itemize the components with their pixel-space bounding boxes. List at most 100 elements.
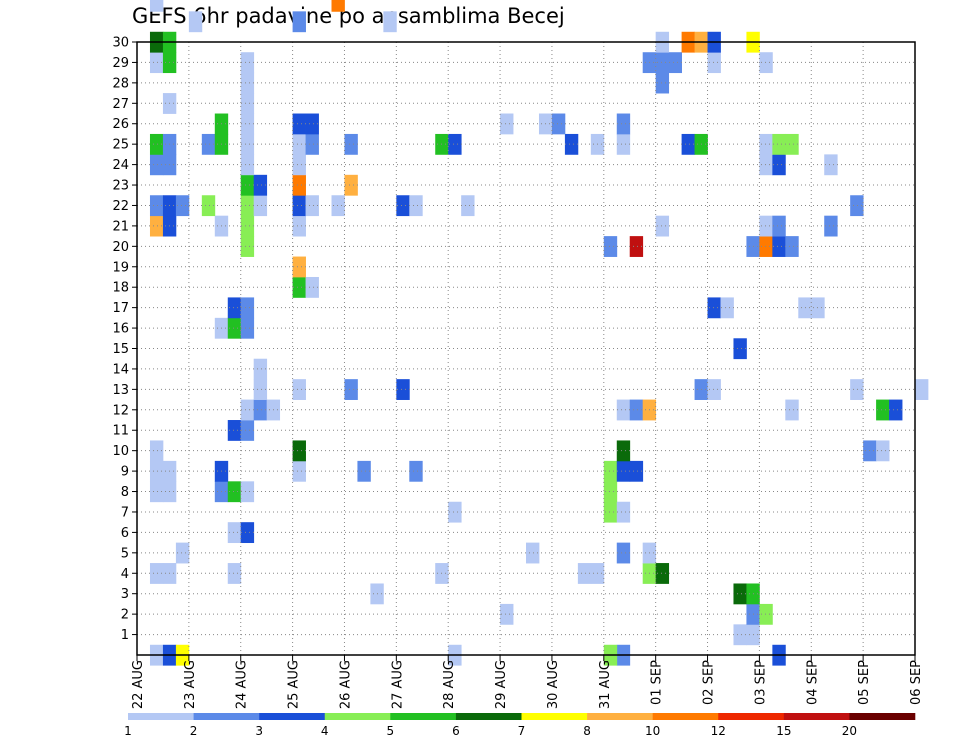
data-cell xyxy=(149,563,164,584)
data-cell xyxy=(227,420,242,441)
chart-title: GEFS 6hr padavine po ansamblima Becej xyxy=(132,4,565,28)
colorbar-label: 15 xyxy=(776,724,791,738)
colorbar-segment xyxy=(259,713,326,720)
data-cell xyxy=(564,133,579,155)
colorbar-segment xyxy=(849,713,916,720)
data-cell xyxy=(707,297,721,319)
colorbar-label: 3 xyxy=(255,724,263,738)
data-cell xyxy=(253,174,268,196)
data-cell xyxy=(292,215,306,237)
x-tick-label: 28 AUG xyxy=(442,660,457,709)
data-cell xyxy=(292,195,306,217)
data-cell xyxy=(253,399,268,421)
colorbar-label: 5 xyxy=(387,724,395,738)
x-tick-label: 01 SEP xyxy=(650,660,665,705)
data-cell xyxy=(292,174,306,196)
y-tick-label: 2 xyxy=(121,608,129,623)
data-cell xyxy=(240,72,255,94)
data-cell xyxy=(253,379,268,400)
data-cell xyxy=(448,133,462,155)
data-cell xyxy=(500,113,514,135)
data-cell xyxy=(305,195,319,217)
data-cell xyxy=(292,460,306,482)
data-cell xyxy=(292,113,306,135)
y-tick-label: 20 xyxy=(112,240,129,255)
data-cell xyxy=(850,379,864,400)
data-cell xyxy=(240,236,255,257)
data-cell xyxy=(240,297,255,319)
data-cell xyxy=(733,624,747,646)
data-cell xyxy=(149,133,164,155)
colorbar-label: 1 xyxy=(124,724,132,738)
data-cell xyxy=(733,583,747,605)
data-cell xyxy=(409,195,423,217)
colorbar-segment xyxy=(718,713,785,720)
data-cell xyxy=(305,113,319,135)
data-cell xyxy=(149,215,164,237)
data-cell xyxy=(201,195,216,217)
data-cell xyxy=(227,481,242,503)
data-cell xyxy=(551,113,566,135)
data-cell xyxy=(759,603,773,625)
data-cell xyxy=(357,460,371,482)
data-cell xyxy=(824,215,838,237)
data-cell xyxy=(577,563,592,584)
data-cell xyxy=(759,154,773,176)
data-cell xyxy=(240,113,255,135)
data-cell xyxy=(889,399,903,421)
y-tick-label: 12 xyxy=(112,403,129,418)
colorbar-segment xyxy=(128,713,194,720)
data-cell xyxy=(344,133,358,155)
data-cell xyxy=(707,52,721,74)
data-cell xyxy=(175,542,190,564)
x-tick-label: 05 SEP xyxy=(857,660,872,705)
data-cell xyxy=(240,174,255,196)
data-cell xyxy=(668,52,682,74)
data-cell xyxy=(772,154,786,176)
data-cell xyxy=(629,236,644,257)
data-cell xyxy=(331,0,345,12)
data-cell xyxy=(655,72,670,94)
data-cell xyxy=(772,133,786,155)
colorbar-label: 6 xyxy=(452,724,460,738)
colorbar-label: 8 xyxy=(583,724,591,738)
cells-layer xyxy=(149,0,929,666)
x-tick-label: 23 AUG xyxy=(183,660,198,709)
data-cell xyxy=(396,379,410,400)
colorbar-segment xyxy=(324,713,391,720)
data-cell xyxy=(461,195,475,217)
data-cell xyxy=(500,603,514,625)
data-cell xyxy=(240,93,255,114)
y-tick-label: 23 xyxy=(112,179,129,194)
y-tick-label: 28 xyxy=(112,76,129,91)
data-cell xyxy=(227,522,242,544)
data-cell xyxy=(149,481,164,503)
data-cell xyxy=(344,379,358,400)
data-cell xyxy=(876,440,890,462)
data-cell xyxy=(396,195,410,217)
data-cell xyxy=(292,256,306,278)
data-cell xyxy=(240,317,255,339)
data-cell xyxy=(733,338,747,360)
data-cell xyxy=(227,317,242,339)
y-tick-label: 1 xyxy=(121,628,129,643)
data-cell xyxy=(759,236,773,257)
x-tick-label: 06 SEP xyxy=(909,660,924,705)
y-tick-label: 30 xyxy=(112,36,129,51)
x-tick-label: 22 AUG xyxy=(131,660,146,709)
y-tick-label: 18 xyxy=(112,281,129,296)
y-tick-label: 11 xyxy=(112,424,129,439)
data-cell xyxy=(824,154,838,176)
colorbar-label: 12 xyxy=(711,724,726,738)
data-cell xyxy=(720,297,734,319)
data-cell xyxy=(772,215,786,237)
data-cell xyxy=(344,174,358,196)
data-cell xyxy=(772,236,786,257)
colorbar-label: 20 xyxy=(842,724,857,738)
y-tick-label: 15 xyxy=(112,342,129,357)
data-cell xyxy=(292,440,306,462)
y-tick-label: 27 xyxy=(112,97,129,112)
data-cell xyxy=(616,440,631,462)
data-cell xyxy=(785,236,799,257)
data-cell xyxy=(616,501,631,523)
